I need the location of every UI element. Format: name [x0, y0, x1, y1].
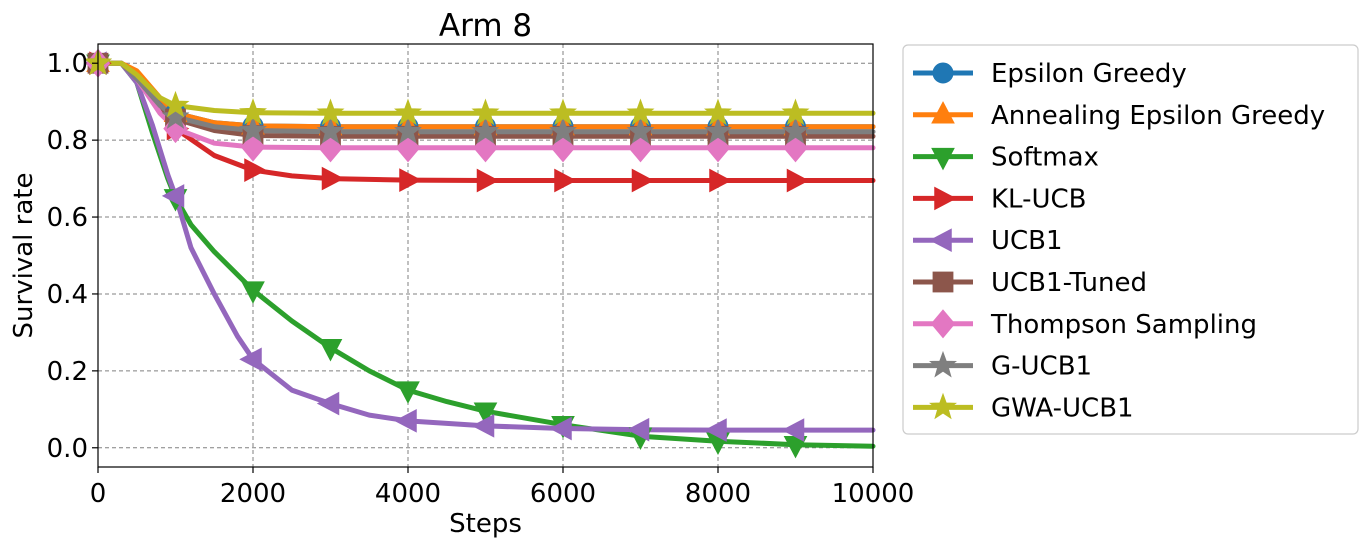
data-point	[399, 168, 422, 192]
x-axis-label: Steps	[449, 509, 522, 539]
data-point	[239, 98, 267, 125]
data-point	[704, 98, 732, 126]
data-point	[471, 98, 500, 126]
x-tick-label: 0	[90, 479, 107, 509]
data-point	[631, 168, 655, 193]
data-point	[471, 117, 500, 144]
legend-label: Thompson Sampling	[990, 310, 1257, 340]
y-tick-label: 0.8	[47, 126, 88, 156]
legend-label: Annealing Epsilon Greedy	[991, 101, 1325, 131]
y-tick-label: 0.2	[47, 357, 88, 387]
axis-ticks: 0 2000 4000 6000 8000 10000 0.0 0.2 0.4 0.6 0.8 1.0	[47, 49, 915, 509]
data-point	[316, 117, 345, 144]
data-point	[239, 115, 267, 143]
legend-entry: Annealing Epsilon Greedy	[913, 101, 1325, 131]
data-point	[628, 133, 653, 163]
legend-label: UCB1-Tuned	[991, 268, 1147, 298]
legend-marker	[929, 350, 957, 378]
y-tick-label: 0.6	[47, 203, 88, 233]
x-tick-label: 8000	[685, 479, 751, 509]
legend-entry: G-UCB1	[913, 350, 1092, 382]
legend-entry: Epsilon Greedy	[913, 59, 1187, 89]
legend-label: UCB1	[991, 226, 1063, 256]
data-point	[394, 98, 422, 126]
series-markers-8	[84, 48, 810, 126]
data-point	[704, 418, 727, 442]
legend-marker	[929, 392, 957, 420]
legend-marker	[931, 147, 955, 171]
legend-label: KL-UCB	[991, 184, 1086, 214]
data-point	[781, 117, 810, 144]
legend-label: Epsilon Greedy	[991, 59, 1187, 89]
data-point	[161, 102, 190, 129]
data-point	[239, 347, 262, 372]
data-point	[241, 281, 265, 304]
data-point	[783, 133, 808, 163]
legend-label: G-UCB1	[991, 352, 1092, 382]
data-point	[549, 98, 577, 126]
x-tick-label: 2000	[220, 479, 286, 509]
x-tick-label: 4000	[375, 479, 441, 509]
data-point	[550, 133, 576, 163]
data-point	[626, 98, 655, 126]
legend-entry: KL-UCB	[913, 184, 1086, 214]
data-point	[321, 166, 345, 191]
data-point	[471, 414, 495, 438]
legend-marker	[929, 228, 952, 253]
legend-label: GWA-UCB1	[991, 393, 1134, 423]
data-point	[786, 168, 810, 193]
legend-marker	[930, 309, 956, 339]
legend-box	[902, 44, 1359, 435]
y-tick-label: 0.4	[47, 280, 88, 310]
y-tick-label: 0.0	[47, 434, 88, 464]
data-point	[316, 391, 340, 416]
data-point	[394, 409, 417, 433]
data-point	[554, 168, 577, 193]
data-point	[549, 117, 577, 144]
data-point	[316, 98, 345, 126]
legend-entry: UCB1	[913, 226, 1063, 256]
y-tick-label: 1.0	[47, 49, 88, 79]
legend-marker	[931, 101, 955, 124]
data-point	[705, 133, 731, 163]
legend-entry: GWA-UCB1	[913, 392, 1134, 423]
x-tick-label: 6000	[530, 479, 596, 509]
data-point	[396, 381, 420, 404]
chart-title: Arm 8	[439, 8, 532, 44]
legend-entry: UCB1-Tuned	[913, 268, 1147, 298]
data-point	[781, 98, 810, 126]
data-point	[626, 417, 650, 442]
legend-marker	[932, 271, 954, 293]
plot-frame	[97, 43, 874, 468]
legend: Epsilon Greedy Annealing Epsilon Greedy So…	[902, 44, 1359, 435]
legend-entry: Softmax	[913, 143, 1099, 173]
data-point	[244, 158, 267, 182]
data-point	[161, 184, 185, 208]
data-point	[473, 402, 498, 425]
data-point	[394, 117, 422, 144]
y-axis-label: Survival rate	[9, 173, 39, 339]
data-point	[781, 418, 805, 442]
data-point	[161, 90, 190, 118]
x-tick-label: 10000	[832, 479, 915, 509]
data-point	[318, 339, 343, 362]
legend-label: Softmax	[991, 143, 1099, 173]
series-markers	[84, 48, 810, 459]
data-point	[709, 168, 732, 193]
legend-marker	[932, 62, 954, 84]
data-point	[549, 416, 572, 441]
data-point	[476, 168, 500, 193]
legend-marker	[934, 186, 957, 211]
data-point	[626, 117, 655, 144]
data-point	[704, 117, 732, 144]
legend-entry: Thompson Sampling	[913, 309, 1257, 340]
